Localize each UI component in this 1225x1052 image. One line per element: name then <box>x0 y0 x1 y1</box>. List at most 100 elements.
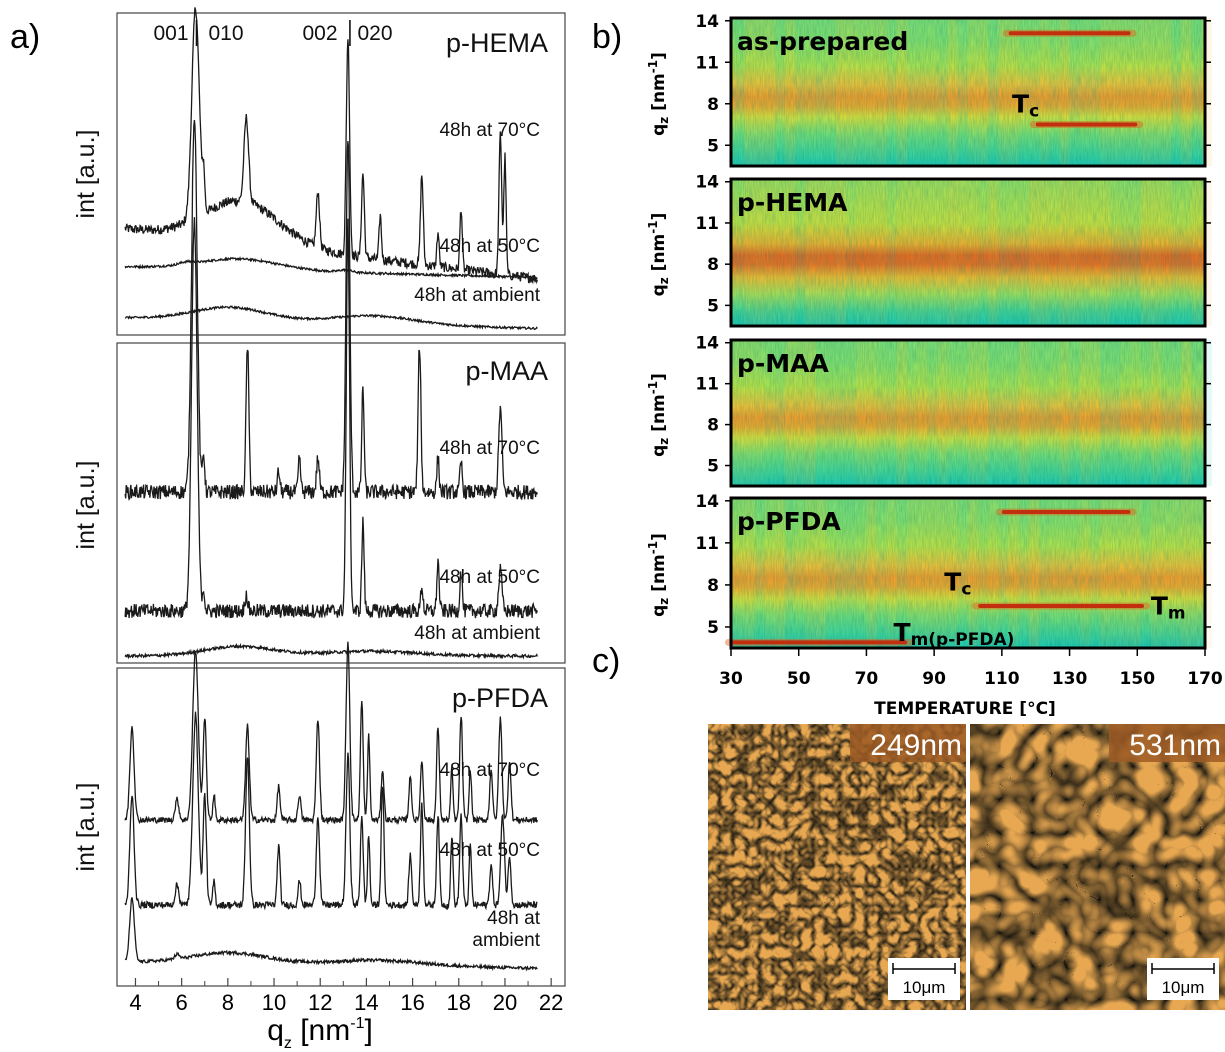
y-tick-label: 5 <box>707 136 719 156</box>
subplot-name: p-HEMA <box>446 28 548 58</box>
y-tick-label: 11 <box>695 214 719 234</box>
heatmap-streak <box>1035 122 1138 127</box>
heatmap-p-HEMA: p-HEMA 14 11 8 5 qz [nm-1] <box>646 173 1212 328</box>
y-tick-label: 14 <box>695 173 719 193</box>
heatmap-noise <box>731 179 1205 326</box>
heatmap-texture-column <box>1201 18 1212 166</box>
x-tick-label: 14 <box>354 990 378 1015</box>
x-tick-label: 110 <box>984 669 1020 689</box>
panel-a-xrd-plot: 4 6 8 10 12 14 16 18 20 22 p-HEMA int [a.u.] 48h at… <box>72 7 566 1052</box>
subplot-ylabel: int [a.u.] <box>72 461 100 550</box>
annotation-subscript: c <box>961 580 971 600</box>
afm-thickness-label: 531nm <box>1129 729 1221 762</box>
heatmap-texture-column <box>1201 340 1212 486</box>
heatmap-streak <box>731 640 908 645</box>
heatmap-frame <box>729 177 1207 328</box>
y-tick-label: 11 <box>695 375 719 395</box>
y-tick-label: 5 <box>707 457 719 477</box>
heatmap-noise <box>731 498 1205 648</box>
series-label: 48h at 50°C <box>439 236 540 257</box>
x-tick-label: 50 <box>787 669 811 689</box>
heatmap-streak-halo <box>725 638 914 646</box>
heatmap-p-MAA: p-MAA 14 11 8 5 qz [nm-1] <box>646 334 1212 488</box>
ylabel-part: [nm <box>649 73 669 117</box>
y-tick-label: 8 <box>707 255 719 275</box>
xrd-series-line <box>124 641 538 825</box>
x-tick-label: 22 <box>539 990 563 1015</box>
ylabel-part: [nm <box>649 394 669 438</box>
y-tick-label: 5 <box>707 618 719 638</box>
y-tick-label: 14 <box>695 12 719 32</box>
subplot-ylabel: int [a.u.] <box>72 130 100 219</box>
y-tick-label: 11 <box>695 534 719 554</box>
ylabel-part: z <box>657 598 671 605</box>
series-label: 48h at <box>487 908 541 929</box>
ylabel-part: z <box>657 277 671 284</box>
heatmap-streak-halo <box>972 602 1151 610</box>
x-tick-label: 90 <box>922 669 946 689</box>
xrd-series-line <box>124 897 538 972</box>
scale-bar-box <box>888 958 960 1000</box>
x-tick-label: 70 <box>855 669 879 689</box>
xrd-series-line <box>124 120 538 501</box>
x-tick-label: 150 <box>1120 669 1156 689</box>
heatmap-ylabel: qz [nm-1] <box>646 373 671 457</box>
panel-label-a: a) <box>10 18 40 56</box>
heatmap-title: as-prepared <box>737 27 908 56</box>
ylabel-part: -1 <box>646 60 660 73</box>
afm-thickness-label: 249nm <box>870 729 962 762</box>
ylabel-part: q <box>649 124 669 136</box>
xrd-series-line <box>124 642 538 660</box>
scale-bar-label: 10μm <box>1162 978 1205 997</box>
series-label: 48h at ambient <box>414 285 540 306</box>
xrd-series-line <box>124 217 538 619</box>
heatmap-noise <box>731 340 1205 486</box>
heatmap-ylabel: qz [nm-1] <box>646 52 671 136</box>
heatmap-title: p-HEMA <box>737 188 848 217</box>
heatmap-ylabel: qz [nm-1] <box>646 213 671 297</box>
x-tick-label: 20 <box>493 990 517 1015</box>
xrd-series-line <box>125 304 538 331</box>
heatmap-streak-halo <box>995 508 1137 516</box>
ylabel-part: q <box>649 605 669 617</box>
panel-a-xlabel: qz [nm-1] <box>267 1014 373 1052</box>
series-label-line2: ambient <box>472 930 540 951</box>
ylabel-part: ] <box>649 533 669 541</box>
afm-image-2: 531nm 10μm <box>970 724 1225 1010</box>
series-label: 48h at 70°C <box>439 760 540 781</box>
annotation-subscript: m(p-PFDA) <box>911 630 1015 650</box>
subplot-frame-pfda <box>116 667 566 987</box>
heatmap-streak <box>1001 510 1131 515</box>
heatmap-annotation: Tc <box>944 568 971 600</box>
y-tick-label: 5 <box>707 296 719 316</box>
heatmap-frame <box>729 496 1207 650</box>
x-tick-label: 18 <box>447 990 471 1015</box>
heatmap-annotation: Tc <box>1012 89 1039 121</box>
series-label: 48h at 70°C <box>439 438 540 459</box>
reflection-label: 010 <box>208 22 243 45</box>
ylabel-part: z <box>657 438 671 445</box>
x-tick-label: 10 <box>262 990 286 1015</box>
heatmap-texture-column <box>1201 179 1212 326</box>
subplot-frame-maa <box>116 342 566 664</box>
y-tick-label: 14 <box>695 492 719 512</box>
panel-b-xlabel: TEMPERATURE [°C] <box>874 699 1056 719</box>
subplot-name: p-MAA <box>465 356 548 386</box>
reflection-label: 020 <box>357 22 392 45</box>
series-label: 48h at 50°C <box>439 567 540 588</box>
heatmap-annotation: Tm(p-PFDA) <box>894 618 1015 650</box>
afm-label-bg <box>1109 724 1225 762</box>
xrd-series-line <box>124 711 538 911</box>
ylabel-part: ] <box>649 373 669 381</box>
series-label: 48h at 50°C <box>439 840 540 861</box>
ylabel-part: [nm <box>649 234 669 278</box>
heatmap-texture-column <box>1201 498 1212 648</box>
subplot-frame-hema <box>116 12 566 336</box>
ylabel-part: -1 <box>646 541 660 554</box>
x-tick-label: 130 <box>1052 669 1088 689</box>
x-tick-label: 4 <box>129 990 141 1015</box>
heatmap-streak-halo <box>1029 121 1144 129</box>
